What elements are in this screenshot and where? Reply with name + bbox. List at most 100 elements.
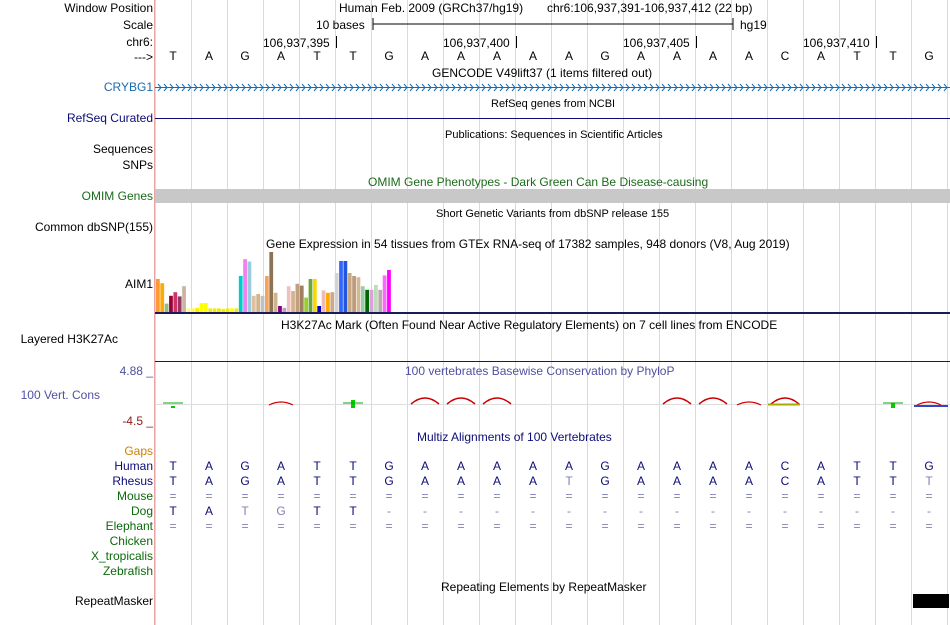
rhesus-base: A	[420, 474, 429, 488]
ruler-base: T	[889, 49, 897, 63]
mouse-base: =	[853, 489, 861, 503]
dog-base: -	[927, 504, 931, 518]
species-label-chicken: Chicken	[109, 534, 153, 548]
dog-base: -	[603, 504, 607, 518]
dog-base: -	[855, 504, 859, 518]
track-label-snps[interactable]: SNPs	[122, 158, 153, 172]
strand-chevron	[919, 83, 924, 92]
gtex-bar	[278, 306, 282, 312]
strand-chevron	[853, 83, 858, 92]
strand-chevron	[601, 83, 606, 92]
track-label-sequences[interactable]: Sequences	[92, 142, 153, 156]
elephant-base: =	[925, 519, 933, 533]
dog-base: -	[531, 504, 535, 518]
track-title-phylop: 100 vertebrates Basewise Conservation by…	[405, 364, 675, 378]
ruler-base: A	[528, 49, 537, 63]
track-label-cons[interactable]: 100 Vert. Cons	[20, 388, 100, 402]
dog-base: -	[747, 504, 751, 518]
strand-chevron	[589, 83, 594, 92]
strand-chevron	[901, 83, 906, 92]
human-base: G	[384, 459, 394, 473]
dog-base: T	[349, 504, 357, 518]
gtex-bar	[217, 308, 221, 312]
strand-chevron	[511, 83, 516, 92]
track-label-omim[interactable]: OMIM Genes	[81, 189, 153, 203]
mouse-base: =	[421, 489, 429, 503]
ruler-base: G	[600, 49, 610, 63]
strand-chevron	[241, 83, 246, 92]
gtex-bar	[317, 306, 322, 312]
rhesus-base: A	[816, 474, 825, 488]
coord-label: 106,937,410	[803, 36, 870, 50]
phylop-min-label: -4.5 _	[122, 414, 153, 428]
strand-chevron	[583, 83, 588, 92]
coord-label: 106,937,405	[623, 36, 690, 50]
strand-chevron	[595, 83, 600, 92]
track-label-dbsnp[interactable]: Common dbSNP(155)	[34, 220, 153, 234]
strand-chevron	[337, 83, 342, 92]
ruler-base: A	[672, 49, 681, 63]
rhesus-base: A	[456, 474, 465, 488]
repeat-element	[913, 594, 949, 608]
mouse-base: =	[241, 489, 249, 503]
rhesus-base: A	[204, 474, 213, 488]
gtex-bar	[164, 303, 169, 312]
phylop-bar	[891, 403, 895, 408]
strand-chevron	[403, 83, 408, 92]
track-title-gencode: GENCODE V49lift37 (1 items filtered out)	[432, 66, 653, 80]
elephant-base: =	[457, 519, 465, 533]
track-label-crybg1[interactable]: CRYBG1	[103, 80, 153, 94]
species-label-elephant: Elephant	[105, 519, 153, 533]
elephant-base: =	[277, 519, 285, 533]
gtex-bar	[286, 286, 291, 312]
rhesus-base: G	[240, 474, 250, 488]
strand-chevron	[607, 83, 612, 92]
mouse-base: =	[925, 489, 933, 503]
track-label-repeatmasker[interactable]: RepeatMasker	[74, 594, 153, 608]
strand-chevron	[577, 83, 582, 92]
track-label-h3k27ac[interactable]: Layered H3K27Ac	[20, 332, 118, 346]
track-label-aim1[interactable]: AIM1	[124, 277, 153, 291]
gtex-bar	[343, 261, 348, 312]
rhesus-base: A	[528, 474, 537, 488]
rhesus-base: T	[889, 474, 897, 488]
track-label-gaps[interactable]: Gaps	[124, 444, 153, 458]
strand-chevron	[451, 83, 456, 92]
human-base: G	[924, 459, 934, 473]
strand-chevron	[565, 83, 570, 92]
track-label-refseq[interactable]: RefSeq Curated	[66, 111, 153, 125]
omim-bar	[155, 189, 950, 203]
strand-chevron	[439, 83, 444, 92]
strand-chevron	[775, 83, 780, 92]
human-base: C	[780, 459, 790, 473]
mouse-base: =	[385, 489, 393, 503]
human-base: T	[169, 459, 177, 473]
strand-chevron	[625, 83, 630, 92]
strand-chevron	[763, 83, 768, 92]
gtex-bar	[225, 308, 230, 312]
mouse-base: =	[781, 489, 789, 503]
ruler-base: A	[456, 49, 465, 63]
phylop-arc	[662, 397, 692, 405]
gtex-bar	[182, 286, 186, 312]
mouse-base: =	[889, 489, 897, 503]
elephant-base: =	[313, 519, 321, 533]
mouse-base: =	[601, 489, 609, 503]
strand-chevron	[229, 83, 234, 92]
strand-chevron	[535, 83, 540, 92]
gtex-bar	[374, 285, 378, 312]
strand-chevron	[427, 83, 432, 92]
human-base: A	[420, 459, 429, 473]
mouse-base: =	[457, 489, 465, 503]
rhesus-base: A	[744, 474, 753, 488]
strand-chevron	[175, 83, 180, 92]
strand-chevron	[835, 83, 840, 92]
ruler-base: A	[744, 49, 753, 63]
strand-chevron	[343, 83, 348, 92]
gtex-bar	[295, 283, 300, 312]
mouse-base: =	[205, 489, 213, 503]
strand-chevron	[871, 83, 876, 92]
strand-chevron	[829, 83, 834, 92]
gtex-bar	[334, 273, 339, 312]
